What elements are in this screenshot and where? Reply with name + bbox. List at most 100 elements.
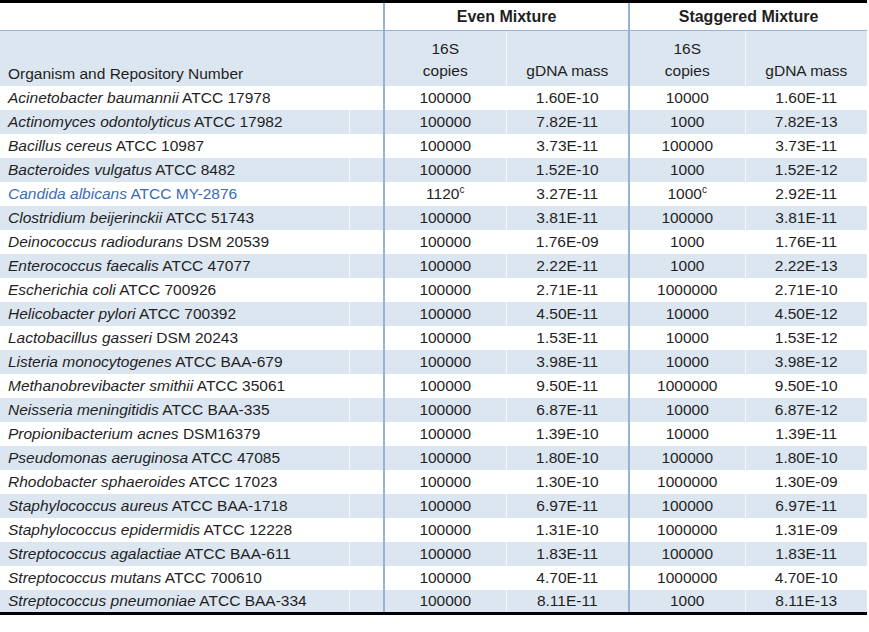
repository-number: ATCC 12228: [204, 521, 292, 538]
table-row: Propionibacterium acnes DSM16379 100000 …: [0, 422, 867, 446]
repository-number: ATCC 47085: [192, 449, 280, 466]
staggered-gdna-mass-cell: 1.80E-10: [745, 446, 867, 470]
even-gdna-mass-cell: 9.50E-11: [506, 374, 629, 398]
even-gdna-mass-cell: 3.98E-11: [506, 350, 629, 374]
sub-header-row: Organism and Repository Number 16Scopies…: [0, 31, 867, 86]
organism-name: Streptococcus agalactiae: [8, 545, 181, 562]
even-16s-copies-cell: 100000: [384, 470, 506, 494]
group-header-row: Even Mixture Staggered Mixture: [0, 2, 867, 31]
even-16s-copies-cell: 100000: [384, 230, 506, 254]
even-gdna-mass-cell: 8.11E-11: [506, 590, 629, 614]
even-16s-copies-cell: 100000: [384, 374, 506, 398]
staggered-16s-copies-cell: 1000c: [629, 182, 745, 206]
even-16s-copies-cell: 100000: [384, 278, 506, 302]
staggered-copies-header-line1: 16S: [673, 40, 701, 57]
organism-cell: Deinococcus radiodurans DSM 20539: [0, 230, 384, 254]
staggered-gdna-mass-cell: 1.52E-12: [745, 158, 867, 182]
even-16s-copies-cell: 100000: [384, 590, 506, 614]
staggered-gdna-mass-cell: 3.81E-11: [745, 206, 867, 230]
repository-number: ATCC 35061: [197, 377, 285, 394]
organism-cell: Staphylococcus aureus ATCC BAA-1718: [0, 494, 384, 518]
repository-number: ATCC BAA-335: [162, 401, 269, 418]
organism-cell: Escherichia coli ATCC 700926: [0, 278, 384, 302]
organism-name: Enterococcus faecalis: [8, 257, 159, 274]
even-gdna-mass-cell: 1.31E-10: [506, 518, 629, 542]
staggered-gdna-mass-cell: 1.60E-11: [745, 86, 867, 110]
staggered-gdna-mass-cell: 2.71E-10: [745, 278, 867, 302]
staggered-gdna-mass-cell: 7.82E-13: [745, 110, 867, 134]
repository-number: ATCC 700610: [165, 569, 262, 586]
table-row: Escherichia coli ATCC 700926 100000 2.71…: [0, 278, 867, 302]
staggered-16s-copies-cell: 100000: [629, 494, 745, 518]
even-gdna-mass-column-header: gDNA mass: [506, 31, 629, 86]
staggered-16s-copies-cell: 1000000: [629, 374, 745, 398]
even-gdna-mass-cell: 3.73E-11: [506, 134, 629, 158]
even-16s-copies-cell: 100000: [384, 542, 506, 566]
organism-cell: Methanobrevibacter smithii ATCC 35061: [0, 374, 384, 398]
staggered-16s-copies-cell: 10000: [629, 350, 745, 374]
organism-cell: Staphylococcus epidermidis ATCC 12228: [0, 518, 384, 542]
organism-group-spacer-cell: [0, 2, 384, 31]
even-gdna-mass-cell: 4.70E-11: [506, 566, 629, 590]
staggered-16s-copies-cell: 10000: [629, 398, 745, 422]
table-row: Staphylococcus aureus ATCC BAA-1718 1000…: [0, 494, 867, 518]
repository-number: ATCC 10987: [116, 137, 204, 154]
even-16s-copies-cell: 100000: [384, 398, 506, 422]
repository-number: ATCC 700392: [139, 305, 236, 322]
organism-cell: Pseudomonas aeruginosa ATCC 47085: [0, 446, 384, 470]
footnote-marker: c: [702, 183, 707, 194]
table-row: Helicobacter pylori ATCC 700392 100000 4…: [0, 302, 867, 326]
table-row: Methanobrevibacter smithii ATCC 35061 10…: [0, 374, 867, 398]
even-gdna-mass-cell: 1.52E-10: [506, 158, 629, 182]
staggered-gdna-mass-cell: 3.73E-11: [745, 134, 867, 158]
even-16s-copies-column-header: 16Scopies: [384, 31, 506, 86]
staggered-16s-copies-cell: 10000: [629, 302, 745, 326]
even-gdna-mass-cell: 7.82E-11: [506, 110, 629, 134]
table-row: Staphylococcus epidermidis ATCC 12228 10…: [0, 518, 867, 542]
even-gdna-mass-cell: 3.27E-11: [506, 182, 629, 206]
staggered-gdna-mass-cell: 1.53E-12: [745, 326, 867, 350]
even-gdna-mass-cell: 1.76E-09: [506, 230, 629, 254]
organism-name: Bacteroides vulgatus: [8, 161, 152, 178]
even-16s-copies-cell: 100000: [384, 422, 506, 446]
organism-cell: Candida albicans ATCC MY-2876: [0, 182, 384, 206]
table-row: Listeria monocytogenes ATCC BAA-679 1000…: [0, 350, 867, 374]
organism-name: Propionibacterium acnes: [8, 425, 179, 442]
organism-name: Acinetobacter baumannii: [8, 89, 179, 106]
organism-cell: Helicobacter pylori ATCC 700392: [0, 302, 384, 326]
organism-cell: Streptococcus pneumoniae ATCC BAA-334: [0, 590, 384, 614]
repository-number: ATCC 17023: [189, 473, 277, 490]
even-16s-copies-cell: 100000: [384, 566, 506, 590]
even-16s-copies-cell: 100000: [384, 158, 506, 182]
organism-name: Listeria monocytogenes: [8, 353, 172, 370]
table-row: Pseudomonas aeruginosa ATCC 47085 100000…: [0, 446, 867, 470]
organism-name: Pseudomonas aeruginosa: [8, 449, 188, 466]
repository-number: DSM 20243: [156, 329, 238, 346]
even-16s-copies-cell: 100000: [384, 302, 506, 326]
staggered-16s-copies-cell: 100000: [629, 206, 745, 230]
organism-cell: Rhodobacter sphaeroides ATCC 17023: [0, 470, 384, 494]
table-row: Rhodobacter sphaeroides ATCC 17023 10000…: [0, 470, 867, 494]
table-row: Streptococcus agalactiae ATCC BAA-611 10…: [0, 542, 867, 566]
staggered-gdna-mass-cell: 3.98E-12: [745, 350, 867, 374]
staggered-gdna-mass-cell: 9.50E-10: [745, 374, 867, 398]
even-gdna-mass-cell: 6.87E-11: [506, 398, 629, 422]
repository-number: ATCC BAA-334: [199, 592, 306, 609]
staggered-16s-copies-cell: 1000000: [629, 566, 745, 590]
table-body: Acinetobacter baumannii ATCC 17978 10000…: [0, 86, 867, 614]
organism-cell: Streptococcus mutans ATCC 700610: [0, 566, 384, 590]
staggered-gdna-mass-cell: 6.97E-11: [745, 494, 867, 518]
even-16s-copies-cell: 100000: [384, 518, 506, 542]
even-16s-copies-cell: 100000: [384, 326, 506, 350]
mock-community-table: Even Mixture Staggered Mixture Organism …: [0, 0, 867, 615]
staggered-gdna-mass-column-header: gDNA mass: [745, 31, 867, 86]
repository-number: ATCC 47077: [162, 257, 250, 274]
organism-name: Lactobacillus gasseri: [8, 329, 152, 346]
even-gdna-mass-cell: 2.22E-11: [506, 254, 629, 278]
organism-cell: Lactobacillus gasseri DSM 20243: [0, 326, 384, 350]
staggered-16s-copies-cell: 10000: [629, 86, 745, 110]
repository-number: ATCC BAA-611: [185, 545, 291, 562]
even-16s-copies-cell: 100000: [384, 110, 506, 134]
even-16s-copies-cell: 100000: [384, 206, 506, 230]
repository-number: ATCC 51743: [166, 209, 254, 226]
